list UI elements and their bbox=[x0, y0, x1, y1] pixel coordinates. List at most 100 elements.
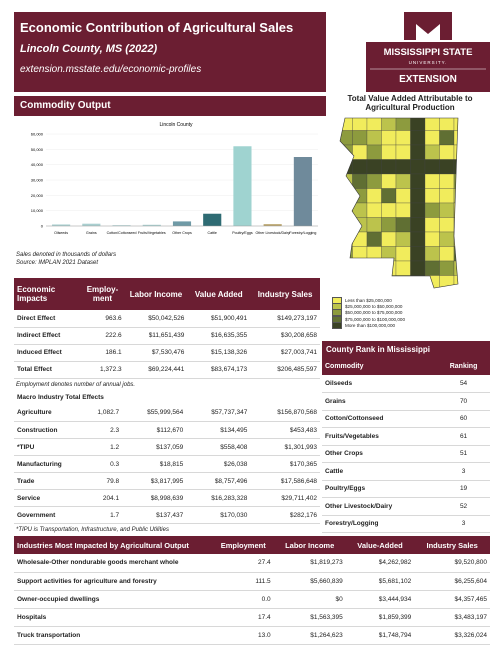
cell: $156,870,568 bbox=[250, 404, 320, 422]
county bbox=[439, 130, 455, 146]
x-tick-label: Other Crops bbox=[172, 231, 192, 235]
table-row: Owner-occupied dwellings 0.0 $0 $3,444,934 $… bbox=[14, 590, 490, 609]
y-tick-label: 40,000 bbox=[31, 162, 44, 167]
county bbox=[366, 202, 382, 218]
logo-text: EXTENSION bbox=[399, 74, 457, 85]
county bbox=[381, 202, 397, 218]
y-tick-label: 0 bbox=[41, 224, 44, 229]
cell: 19 bbox=[437, 480, 490, 498]
url: extension.msstate.edu/economic-profiles bbox=[20, 64, 202, 75]
county bbox=[453, 202, 458, 218]
cell: 2.3 bbox=[80, 421, 123, 439]
cell: Wholesale-Other nondurable goods merchan… bbox=[14, 554, 213, 573]
cell: Service bbox=[14, 489, 80, 507]
logo-text: MISSISSIPPI STATE bbox=[384, 47, 473, 58]
cell: $8,998,639 bbox=[122, 489, 187, 507]
cell: 61 bbox=[437, 427, 490, 446]
cell: 3 bbox=[437, 462, 490, 481]
cell: $27,003,741 bbox=[250, 344, 320, 362]
cell: $558,408 bbox=[186, 438, 251, 456]
county bbox=[424, 202, 440, 218]
cell: $5,660,839 bbox=[273, 572, 346, 591]
county bbox=[340, 173, 353, 189]
county-rank: County Rank in Mississippi Commodity Ranki… bbox=[322, 341, 490, 533]
cell: $4,262,982 bbox=[345, 554, 415, 573]
cell: Other Crops bbox=[322, 445, 438, 463]
cell: $453,483 bbox=[250, 421, 320, 439]
county bbox=[366, 275, 382, 288]
cell: $4,357,465 bbox=[414, 590, 490, 609]
cell: $29,711,402 bbox=[250, 489, 320, 507]
cell: $11,651,439 bbox=[124, 327, 188, 345]
state-outline bbox=[339, 117, 459, 289]
county bbox=[424, 130, 440, 146]
county bbox=[439, 275, 455, 288]
header-row: Commodity Ranking bbox=[322, 358, 490, 375]
county bbox=[340, 275, 353, 288]
y-tick-label: 60,000 bbox=[31, 132, 44, 137]
cell: 1.2 bbox=[80, 438, 123, 456]
county bbox=[410, 275, 426, 288]
cell: Forestry/Logging bbox=[322, 515, 438, 533]
x-tick-label: Fruits/Vegetables bbox=[138, 231, 166, 235]
cell: $170,365 bbox=[250, 455, 320, 473]
cell: $0 bbox=[273, 590, 346, 609]
cell: Total Effect bbox=[14, 361, 81, 379]
bar bbox=[263, 224, 282, 226]
county bbox=[366, 144, 382, 160]
table-row: Grains 70 bbox=[322, 392, 490, 411]
county bbox=[366, 188, 382, 204]
logo-mark bbox=[404, 12, 452, 40]
cell: $206,485,597 bbox=[250, 361, 320, 379]
map-title: Total Value Added Attributable to Agricu… bbox=[347, 94, 473, 112]
table-row: Other Livestock/Dairy 52 bbox=[322, 497, 490, 516]
cell: Owner-occupied dwellings bbox=[14, 590, 213, 609]
cell: 3 bbox=[437, 515, 490, 533]
legend-entry: More than $100,000,000 bbox=[332, 322, 490, 330]
cell: $5,681,102 bbox=[345, 572, 415, 591]
cell: $16,283,328 bbox=[186, 489, 251, 507]
cell: Agriculture bbox=[14, 404, 80, 422]
county bbox=[381, 231, 397, 247]
cell: 111.5 bbox=[212, 572, 274, 591]
x-tick-label: Cotton/Cottonseed bbox=[107, 231, 137, 235]
note: Source: IMPLAN 2021 Dataset bbox=[16, 260, 99, 266]
cell: 51 bbox=[437, 445, 490, 463]
county bbox=[366, 246, 382, 262]
county bbox=[381, 159, 397, 175]
x-tick-label: Grains bbox=[86, 231, 97, 235]
column-header: Value-Added bbox=[345, 536, 415, 554]
bar bbox=[82, 223, 101, 226]
cell: Manufacturing bbox=[14, 455, 80, 473]
header-row: Economic Impacts Employ-ment Labor Income V… bbox=[14, 278, 320, 310]
county bbox=[352, 130, 368, 146]
cell: $50,042,526 bbox=[124, 310, 188, 328]
cell: 13.0 bbox=[212, 626, 274, 645]
county bbox=[352, 173, 368, 189]
county bbox=[366, 260, 382, 276]
county bbox=[424, 231, 440, 247]
cell: $3,483,197 bbox=[414, 608, 490, 627]
table-row: Wholesale-Other nondurable goods merchan… bbox=[14, 554, 490, 573]
cell: 222.6 bbox=[80, 327, 125, 345]
cell: Poultry/Eggs bbox=[322, 480, 438, 498]
x-tick-label: Forestry/Logging bbox=[289, 231, 316, 235]
cell: $30,208,658 bbox=[250, 327, 320, 345]
cell: 204.1 bbox=[80, 489, 123, 507]
cell: Construction bbox=[14, 421, 80, 439]
cell: Indirect Effect bbox=[14, 327, 81, 345]
county bbox=[410, 246, 426, 262]
table: Economic Impacts Employ-ment Labor Income V… bbox=[14, 278, 320, 379]
table-row: Indirect Effect 222.6 $11,651,439 $16,635,3… bbox=[14, 327, 320, 345]
county bbox=[453, 118, 458, 131]
cell: 17.4 bbox=[212, 608, 274, 627]
bar bbox=[172, 221, 192, 226]
subheading: Macro Industry Total Effects bbox=[17, 393, 104, 401]
cell: Fruits/Vegetables bbox=[322, 427, 438, 446]
cell: $1,819,273 bbox=[273, 554, 346, 573]
cell: $282,176 bbox=[250, 506, 320, 524]
county bbox=[340, 260, 353, 276]
subtitle: Lincoln County, MS (2022) bbox=[20, 43, 158, 55]
chart-title: Lincoln County bbox=[159, 122, 193, 128]
